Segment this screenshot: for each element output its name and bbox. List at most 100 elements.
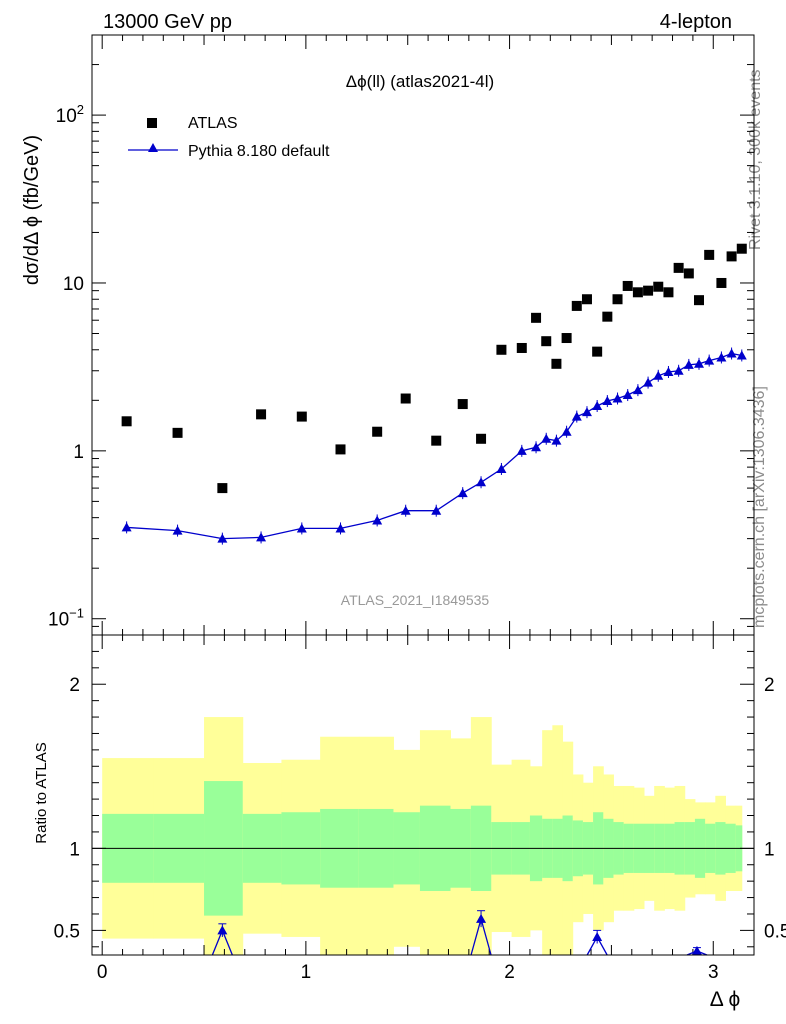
ratio-y-tick-label-left: 2 bbox=[69, 675, 80, 696]
atlas-point bbox=[643, 285, 654, 296]
x-tick-label: 2 bbox=[504, 962, 515, 983]
legend-atlas-marker bbox=[147, 118, 157, 128]
ratio-points bbox=[211, 910, 708, 956]
atlas-point bbox=[694, 295, 705, 306]
atlas-point bbox=[622, 280, 633, 291]
pythia-point bbox=[496, 463, 507, 473]
pythia-point bbox=[673, 365, 684, 375]
atlas-point bbox=[571, 300, 582, 311]
legend-pythia-marker bbox=[148, 143, 158, 152]
atlas-point bbox=[541, 336, 552, 347]
analysis-watermark: ATLAS_2021_I1849535 bbox=[341, 592, 490, 608]
atlas-point bbox=[400, 393, 411, 404]
pythia-point bbox=[612, 393, 623, 403]
pythia-point bbox=[296, 523, 307, 533]
pythia-point bbox=[592, 401, 603, 411]
atlas-point bbox=[296, 411, 307, 422]
ratio-y-axis-title: Ratio to ATLAS bbox=[33, 742, 50, 843]
pythia-point bbox=[704, 355, 715, 365]
main-axis-ticks bbox=[92, 34, 755, 636]
chart-title: Δϕ(ll) (atlas2021-4l) bbox=[346, 72, 494, 91]
pythia-point bbox=[736, 350, 747, 360]
atlas-point bbox=[602, 311, 613, 322]
ratio-point bbox=[592, 931, 603, 941]
ratio-point bbox=[691, 945, 702, 955]
pythia-point bbox=[581, 407, 592, 417]
atlas-point bbox=[561, 333, 572, 344]
pythia-point bbox=[663, 366, 674, 376]
x-tick-label: 0 bbox=[97, 962, 108, 983]
y-tick-label: 1 bbox=[73, 442, 84, 463]
pythia-point bbox=[531, 442, 542, 452]
ratio-y-tick-label-right: 2 bbox=[764, 675, 775, 696]
atlas-point bbox=[716, 277, 727, 288]
atlas-point bbox=[457, 399, 468, 410]
pythia-point bbox=[683, 359, 694, 369]
pythia-point bbox=[694, 358, 705, 368]
pythia-point bbox=[400, 505, 411, 515]
process-label: 4-lepton bbox=[660, 11, 732, 33]
pythia-point bbox=[516, 445, 527, 455]
pythia-point bbox=[256, 532, 267, 542]
atlas-point bbox=[516, 342, 527, 353]
pythia-point bbox=[561, 426, 572, 436]
pythia-point bbox=[571, 411, 582, 421]
pythia-point bbox=[632, 385, 643, 395]
x-tick-label: 1 bbox=[301, 962, 312, 983]
ratio-y-tick-label-left: 1 bbox=[69, 839, 80, 860]
mcplots-label: mcplots.cern.ch [arXiv:1306.3436] bbox=[751, 386, 768, 628]
atlas-point bbox=[663, 287, 674, 298]
atlas-point bbox=[372, 426, 383, 437]
ratio-bands bbox=[92, 717, 754, 955]
atlas-point bbox=[673, 262, 684, 273]
atlas-series bbox=[121, 243, 747, 494]
rivet-version-label: Rivet 3.1.10, 300k events bbox=[747, 69, 764, 250]
pythia-point bbox=[622, 390, 633, 400]
energy-label: 13000 GeV pp bbox=[103, 11, 232, 33]
ratio-y-tick-label-right: 0.5 bbox=[764, 921, 786, 942]
ratio-axis-ticks bbox=[92, 635, 755, 955]
atlas-point bbox=[476, 433, 487, 444]
pythia-line bbox=[126, 352, 742, 540]
y-tick-label: 10 bbox=[63, 274, 84, 295]
legend-atlas-label: ATLAS bbox=[188, 115, 238, 132]
pythia-point bbox=[541, 433, 552, 443]
pythia-point bbox=[335, 523, 346, 533]
pythia-series bbox=[121, 347, 747, 545]
pythia-point bbox=[217, 533, 228, 543]
ratio-y-tick-label-right: 1 bbox=[764, 839, 775, 860]
pythia-point bbox=[172, 525, 183, 535]
atlas-point bbox=[531, 312, 542, 323]
pythia-point bbox=[476, 477, 487, 487]
x-tick-label: 3 bbox=[708, 962, 719, 983]
atlas-point bbox=[431, 435, 442, 446]
legend: ATLAS Pythia 8.180 default bbox=[128, 115, 330, 160]
atlas-point bbox=[612, 294, 623, 305]
ratio-point bbox=[476, 913, 487, 923]
atlas-point bbox=[581, 294, 592, 305]
pythia-point bbox=[716, 352, 727, 362]
pythia-point bbox=[653, 370, 664, 380]
pythia-point bbox=[431, 505, 442, 515]
x-axis-title: Δ ϕ bbox=[710, 988, 740, 1011]
atlas-point bbox=[704, 249, 715, 260]
atlas-point bbox=[653, 281, 664, 292]
atlas-point bbox=[172, 427, 183, 438]
pythia-point bbox=[551, 435, 562, 445]
pythia-point bbox=[602, 396, 613, 406]
tick-labels: 0 1 2 3 10−1 1 10 102 0.5 0.5 1 1 2 2 bbox=[48, 102, 786, 983]
atlas-point bbox=[726, 251, 737, 262]
atlas-point bbox=[736, 243, 747, 254]
y-tick-label: 102 bbox=[56, 102, 84, 127]
ratio-y-tick-label-left: 0.5 bbox=[54, 921, 80, 942]
legend-pythia-label: Pythia 8.180 default bbox=[188, 143, 330, 160]
atlas-point bbox=[683, 268, 694, 279]
ratio-panel-frame bbox=[91, 634, 755, 956]
pythia-point bbox=[372, 515, 383, 525]
atlas-point bbox=[632, 287, 643, 298]
atlas-point bbox=[496, 344, 507, 355]
pythia-point bbox=[457, 488, 468, 498]
pythia-point bbox=[643, 377, 654, 387]
atlas-point bbox=[335, 444, 346, 455]
